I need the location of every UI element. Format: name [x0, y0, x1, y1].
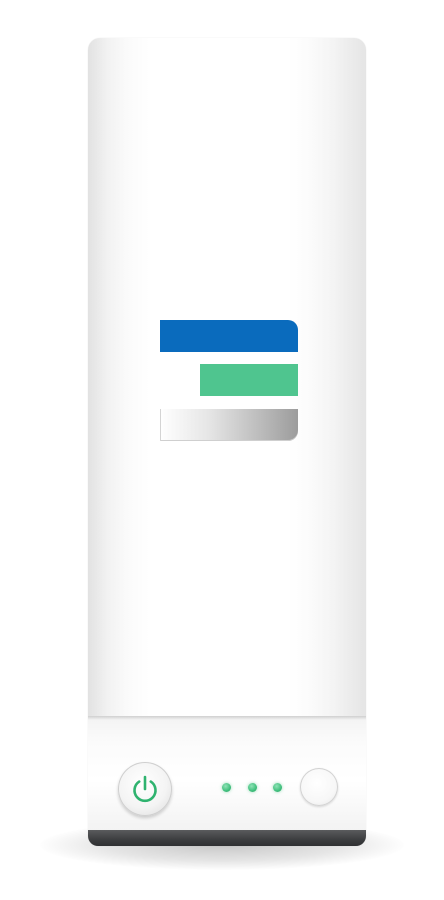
- indicator-light: [222, 783, 231, 792]
- logo-blue-bar: [160, 320, 298, 352]
- router-device: [88, 38, 366, 846]
- indicator-light: [273, 783, 282, 792]
- power-icon: [133, 775, 157, 803]
- logo-gray-bar: [160, 409, 298, 441]
- power-button[interactable]: [118, 762, 172, 816]
- logo-green-bar: [200, 364, 298, 396]
- stacked-bars-logo-icon: [160, 320, 298, 444]
- circle-button-icon[interactable]: [300, 768, 338, 806]
- panel-seam: [88, 716, 366, 720]
- indicator-light: [248, 783, 257, 792]
- device-base-strip: [88, 830, 366, 846]
